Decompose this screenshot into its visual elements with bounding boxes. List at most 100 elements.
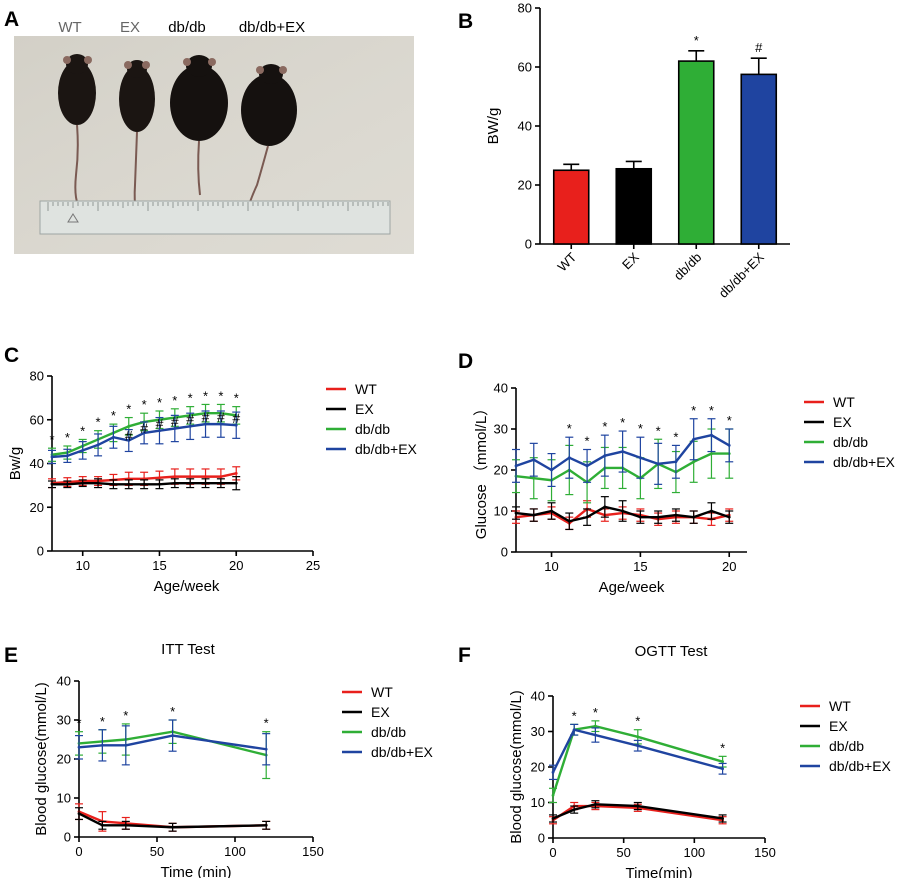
panel-f-line-chart: F 0 10 20 30 40 0 50 100 150 Time(min) Blood glucos… bbox=[458, 643, 892, 878]
legend-label: db/db+EX bbox=[833, 454, 896, 470]
data-point bbox=[112, 482, 115, 486]
x-tick-label: 150 bbox=[754, 845, 776, 860]
legend-label: db/db+EX bbox=[371, 744, 434, 760]
significance-hash: # bbox=[202, 409, 210, 425]
panel-e-line-chart: E 0 10 20 30 40 0 50 100 150 Time (min) Blood gluco… bbox=[4, 641, 434, 878]
data-point bbox=[532, 513, 536, 517]
series-db-db-ex bbox=[48, 410, 241, 465]
y-tick-label: 30 bbox=[494, 422, 508, 437]
data-point bbox=[572, 728, 576, 732]
y-tick-label: 0 bbox=[37, 544, 44, 559]
bar-db/db+EX bbox=[740, 73, 778, 245]
data-point bbox=[219, 422, 223, 426]
data-point bbox=[721, 767, 724, 771]
x-tick-label: 150 bbox=[302, 844, 324, 859]
ruler bbox=[39, 200, 391, 235]
panel-a-photo: A bbox=[4, 8, 414, 254]
legend-label: EX bbox=[371, 704, 390, 720]
x-tick-label: db/db bbox=[671, 250, 705, 284]
y-tick-label: 40 bbox=[531, 689, 545, 704]
significance-star: * bbox=[727, 413, 732, 428]
data-point bbox=[594, 802, 597, 806]
legend-label: db/db bbox=[355, 421, 390, 437]
significance-hash: # bbox=[217, 409, 225, 425]
significance-hash: # bbox=[140, 420, 148, 436]
significance-mark: # bbox=[755, 40, 763, 55]
data-point bbox=[65, 454, 69, 458]
y-tick-label: 20 bbox=[57, 752, 71, 767]
chart-title: OGTT Test bbox=[635, 643, 709, 660]
chart-title: ITT Test bbox=[161, 641, 215, 658]
significance-star: * bbox=[638, 421, 643, 436]
panel-c-line-chart: C 0 20 40 60 80 10 15 20 25 Age/week Bw/g * * * * * * * * * *… bbox=[4, 344, 418, 595]
data-point bbox=[204, 422, 207, 426]
panel-d-line-chart: D 0 10 20 30 40 10 15 20 Age/week Glucose （mmol/L）… bbox=[458, 350, 896, 596]
data-point bbox=[158, 429, 161, 433]
data-point bbox=[656, 515, 660, 519]
data-point bbox=[721, 760, 724, 764]
legend-label: WT bbox=[829, 698, 851, 714]
data-point bbox=[50, 455, 54, 459]
significance-star: * bbox=[188, 391, 193, 406]
y-tick-label: 30 bbox=[57, 713, 71, 728]
significance-star: * bbox=[709, 403, 714, 418]
significance-hash: # bbox=[232, 410, 240, 426]
y-tick-label: 30 bbox=[531, 724, 545, 739]
significance-star: * bbox=[49, 432, 54, 447]
significance-star: * bbox=[170, 704, 175, 719]
data-point bbox=[567, 519, 571, 523]
data-point bbox=[638, 456, 642, 460]
x-tick-label: 10 bbox=[75, 558, 89, 573]
data-point bbox=[621, 450, 625, 453]
significance-star: * bbox=[691, 403, 696, 418]
data-point bbox=[77, 812, 81, 815]
data-point bbox=[692, 437, 696, 441]
data-point bbox=[551, 770, 555, 774]
x-tick-label: 15 bbox=[633, 559, 647, 574]
x-tick-label: 100 bbox=[224, 844, 246, 859]
x-axis-label: Time(min) bbox=[626, 865, 693, 878]
x-tick-label: 50 bbox=[616, 845, 630, 860]
data-point bbox=[50, 482, 54, 486]
data-point bbox=[188, 424, 192, 428]
data-point bbox=[124, 743, 128, 747]
data-point bbox=[219, 475, 223, 479]
significance-star: * bbox=[572, 708, 577, 723]
panel-label-f: F bbox=[458, 644, 471, 667]
data-point bbox=[532, 458, 536, 462]
significance-star: * bbox=[635, 714, 640, 729]
data-point bbox=[532, 476, 536, 480]
series-ex bbox=[512, 496, 734, 531]
y-tick-label: 10 bbox=[531, 795, 545, 810]
y-tick-label: 40 bbox=[518, 119, 532, 134]
significance-hash: # bbox=[186, 411, 194, 427]
data-point bbox=[264, 747, 268, 751]
series-db-db-ex bbox=[512, 418, 734, 487]
data-point bbox=[142, 482, 146, 486]
legend-label: db/db+EX bbox=[829, 758, 892, 774]
x-tick-label: 20 bbox=[229, 558, 243, 573]
y-axis-label: Glucose （mmol/L） bbox=[473, 401, 490, 539]
legend-label: EX bbox=[833, 414, 852, 430]
data-point bbox=[204, 475, 207, 479]
x-axis-label: Age/week bbox=[154, 578, 220, 595]
data-point bbox=[158, 482, 161, 486]
data-point bbox=[572, 808, 576, 811]
x-tick-label: db/db+EX bbox=[716, 249, 767, 300]
photo-label: EX bbox=[120, 19, 140, 36]
y-axis-label: Blood glucose(mmol/L) bbox=[508, 690, 525, 843]
data-point bbox=[158, 476, 161, 480]
data-point bbox=[514, 511, 518, 515]
data-point bbox=[188, 481, 192, 485]
data-point bbox=[551, 794, 555, 797]
data-point bbox=[692, 515, 696, 519]
y-tick-label: 40 bbox=[30, 456, 44, 471]
data-point bbox=[594, 724, 597, 728]
data-point bbox=[638, 515, 642, 519]
mouse-wt bbox=[58, 54, 96, 206]
y-tick-label: 60 bbox=[30, 412, 44, 427]
data-point bbox=[603, 505, 607, 509]
significance-star: * bbox=[218, 388, 223, 403]
significance-star: * bbox=[620, 415, 625, 430]
